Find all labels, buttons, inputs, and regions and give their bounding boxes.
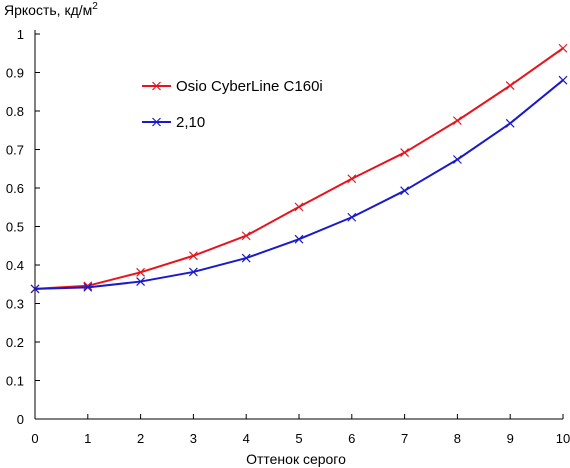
y-tick-label-9: 0.9	[6, 66, 24, 81]
series-0-point-4	[241, 231, 251, 241]
x-tick-label-9: 9	[507, 431, 514, 446]
series-0-point-3	[188, 251, 198, 261]
series-1-point-7	[400, 186, 410, 196]
x-tick-label-6: 6	[348, 431, 355, 446]
x-tick-label-4: 4	[243, 431, 250, 446]
series-1-point-9	[505, 118, 515, 128]
x-tick-label-7: 7	[401, 431, 408, 446]
series-0-point-10	[558, 43, 568, 53]
y-tick-label-3: 0.3	[6, 297, 24, 312]
series-1-point-8	[452, 155, 462, 164]
y-axis-title-main: Яркость, кд/м	[4, 2, 92, 18]
legend-label-0: Osio CyberLine C160i	[176, 78, 323, 95]
y-tick-label-5: 0.5	[6, 220, 24, 235]
series-0-point-7	[400, 148, 410, 158]
x-tick-label-8: 8	[454, 431, 461, 446]
y-axis-title: Яркость, кд/м2	[4, 1, 98, 18]
legend-marker-0	[152, 81, 161, 91]
y-tick-label-0: 0	[17, 412, 24, 427]
legend-label-1: 2,10	[176, 114, 205, 131]
y-tick-label-2: 0.2	[6, 335, 24, 350]
x-tick-label-5: 5	[295, 431, 302, 446]
series-1-point-1	[83, 282, 93, 292]
series-0-point-6	[347, 174, 357, 184]
series-1-point-4	[241, 253, 251, 263]
x-tick-label-10: 10	[556, 431, 570, 446]
series-0-point-9	[505, 81, 515, 91]
x-axis-title: Оттенок серого	[246, 451, 346, 467]
x-tick-label-0: 0	[31, 431, 38, 446]
legend: Osio CyberLine C160i 2,10	[142, 78, 323, 131]
y-tick-label-8: 0.8	[6, 104, 24, 119]
series-0-point-1	[83, 281, 93, 291]
y-tick-label-4: 0.4	[6, 258, 24, 273]
series-1-point-3	[188, 267, 198, 277]
series-1-line	[34, 79, 564, 290]
y-axis-title-superscript: 2	[92, 1, 98, 12]
legend-marker-1	[152, 117, 161, 127]
x-tick-label-3: 3	[190, 431, 197, 446]
x-tick-label-2: 2	[137, 431, 144, 446]
series-0-point-8	[452, 116, 462, 126]
y-tick-label-1: 0.1	[6, 374, 24, 389]
y-tick-label-6: 0.6	[6, 181, 24, 196]
x-tick-label-1: 1	[84, 431, 91, 446]
plot-area: 00.10.20.30.40.50.60.70.80.910 1 2 3 4 5 6 7 8 9 1…	[6, 27, 570, 446]
series-1-point-2	[136, 277, 146, 286]
series-1-point-5	[294, 234, 304, 244]
series-0-point-2	[136, 267, 146, 277]
series-1-point-6	[347, 212, 357, 222]
series-1-point-0	[30, 284, 40, 294]
y-tick-label-7: 0.7	[6, 143, 24, 158]
y-tick-label-10: 1	[17, 27, 24, 42]
series-0-point-5	[294, 202, 304, 212]
series-1-point-10	[558, 75, 568, 85]
